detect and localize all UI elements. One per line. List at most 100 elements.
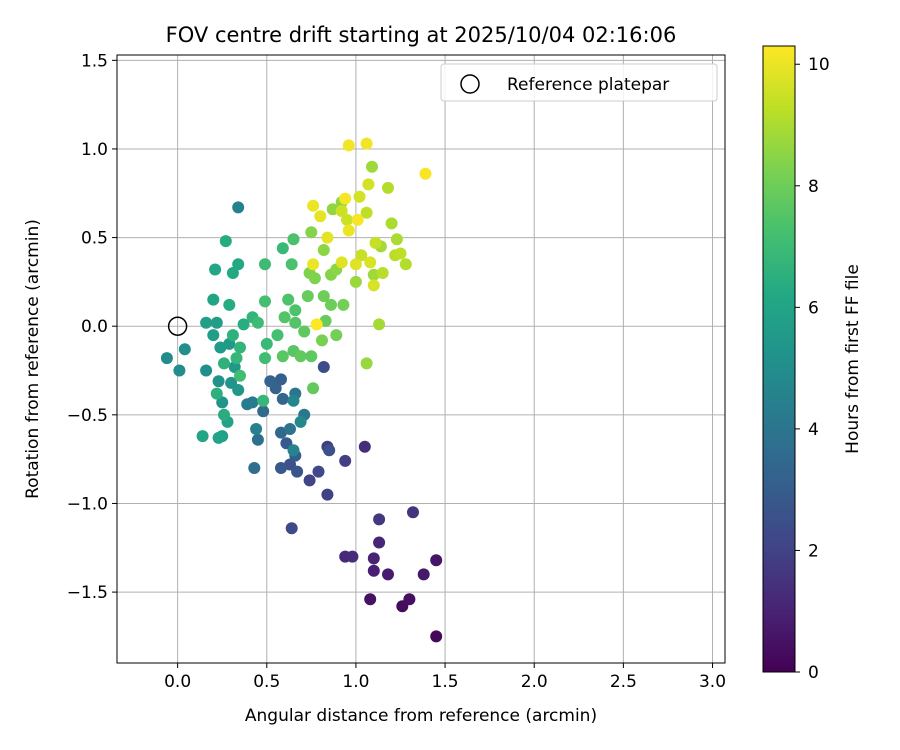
data-point <box>289 316 302 329</box>
data-point <box>367 564 380 577</box>
y-tick-label: −1.0 <box>67 494 108 514</box>
colorbar-ticks: 0 2 4 6 8 10 <box>795 55 830 683</box>
data-point <box>287 394 300 407</box>
data-point <box>353 190 366 203</box>
data-point <box>232 258 245 271</box>
data-point <box>341 213 353 226</box>
data-point <box>223 298 236 311</box>
colorbar-tick-label: 8 <box>808 177 819 197</box>
data-point <box>366 160 378 173</box>
data-point <box>358 440 371 453</box>
data-point <box>237 318 250 331</box>
data-point <box>278 311 291 324</box>
data-point <box>200 364 213 377</box>
data-point <box>250 423 263 435</box>
data-point <box>259 295 271 308</box>
data-point <box>294 350 307 363</box>
data-point <box>212 375 225 388</box>
data-point <box>234 341 246 354</box>
data-point <box>360 206 373 219</box>
colorbar-tick-label: 0 <box>808 663 819 683</box>
data-point <box>335 256 348 269</box>
data-point <box>289 304 302 317</box>
y-axis-label: Rotation from reference (arcmin) <box>23 219 43 499</box>
data-point <box>337 298 350 311</box>
data-point <box>351 213 364 226</box>
legend-label: Reference platepar <box>507 75 669 95</box>
data-point <box>385 217 398 230</box>
y-tick-label: 0.5 <box>81 229 108 249</box>
data-point <box>355 249 368 262</box>
data-point <box>287 444 300 457</box>
data-point <box>276 350 289 363</box>
data-point <box>259 258 271 271</box>
data-point <box>308 272 321 285</box>
data-point <box>200 316 213 329</box>
data-point <box>364 593 377 606</box>
data-point <box>390 233 403 246</box>
data-point <box>399 258 412 271</box>
data-point <box>209 263 222 276</box>
data-point <box>207 293 220 306</box>
y-tick-label: 0.0 <box>81 317 108 337</box>
data-point <box>212 431 225 444</box>
data-point <box>218 357 230 370</box>
data-point <box>226 267 239 279</box>
y-tick-label: −0.5 <box>67 406 108 426</box>
data-point <box>360 137 373 150</box>
data-point <box>394 247 407 260</box>
data-point <box>317 361 330 373</box>
data-point <box>251 316 264 329</box>
data-point <box>282 293 295 306</box>
colorbar-tick-label: 2 <box>808 541 819 561</box>
data-point <box>260 337 273 350</box>
data-point <box>207 329 220 342</box>
data-point <box>335 205 348 217</box>
data-point <box>312 465 325 478</box>
data-point <box>196 430 209 443</box>
data-point <box>349 275 362 288</box>
legend: Reference platepar <box>440 63 718 102</box>
data-point <box>241 398 254 411</box>
data-point <box>230 352 243 365</box>
legend-reference-marker <box>460 74 480 94</box>
data-point <box>367 268 380 281</box>
data-point <box>210 316 223 329</box>
data-point <box>291 465 304 478</box>
data-point <box>214 341 227 354</box>
data-point <box>275 462 287 474</box>
data-point <box>285 522 298 535</box>
data-point <box>367 552 380 565</box>
y-tick-label: 1.0 <box>81 140 108 160</box>
data-point <box>284 423 296 435</box>
data-point <box>316 334 328 347</box>
data-point <box>419 167 432 180</box>
y-tick-label: −1.5 <box>67 583 108 603</box>
data-point <box>407 506 419 519</box>
data-point <box>251 433 264 446</box>
data-point <box>226 329 239 342</box>
reference-platepar-marker <box>167 316 188 336</box>
data-point <box>285 258 298 271</box>
scatter-points <box>160 137 443 643</box>
data-point <box>276 242 289 255</box>
data-point <box>382 568 394 581</box>
data-point <box>294 415 307 428</box>
data-point <box>323 444 336 457</box>
x-axis-label: Angular distance from reference (arcmin) <box>245 706 597 726</box>
data-point <box>259 352 271 365</box>
data-point <box>301 290 314 303</box>
x-tick-label: 0.0 <box>164 672 191 692</box>
data-point <box>303 474 316 487</box>
colorbar-tick-label: 4 <box>808 420 819 440</box>
legend-box <box>440 63 718 102</box>
data-point <box>317 244 330 256</box>
data-point <box>362 178 375 191</box>
data-point <box>298 325 311 338</box>
data-point <box>325 298 337 311</box>
data-point <box>307 258 320 271</box>
plot-frame <box>116 54 726 664</box>
data-point <box>346 550 359 563</box>
x-tick-label: 0.5 <box>253 672 280 692</box>
data-point <box>339 192 352 205</box>
